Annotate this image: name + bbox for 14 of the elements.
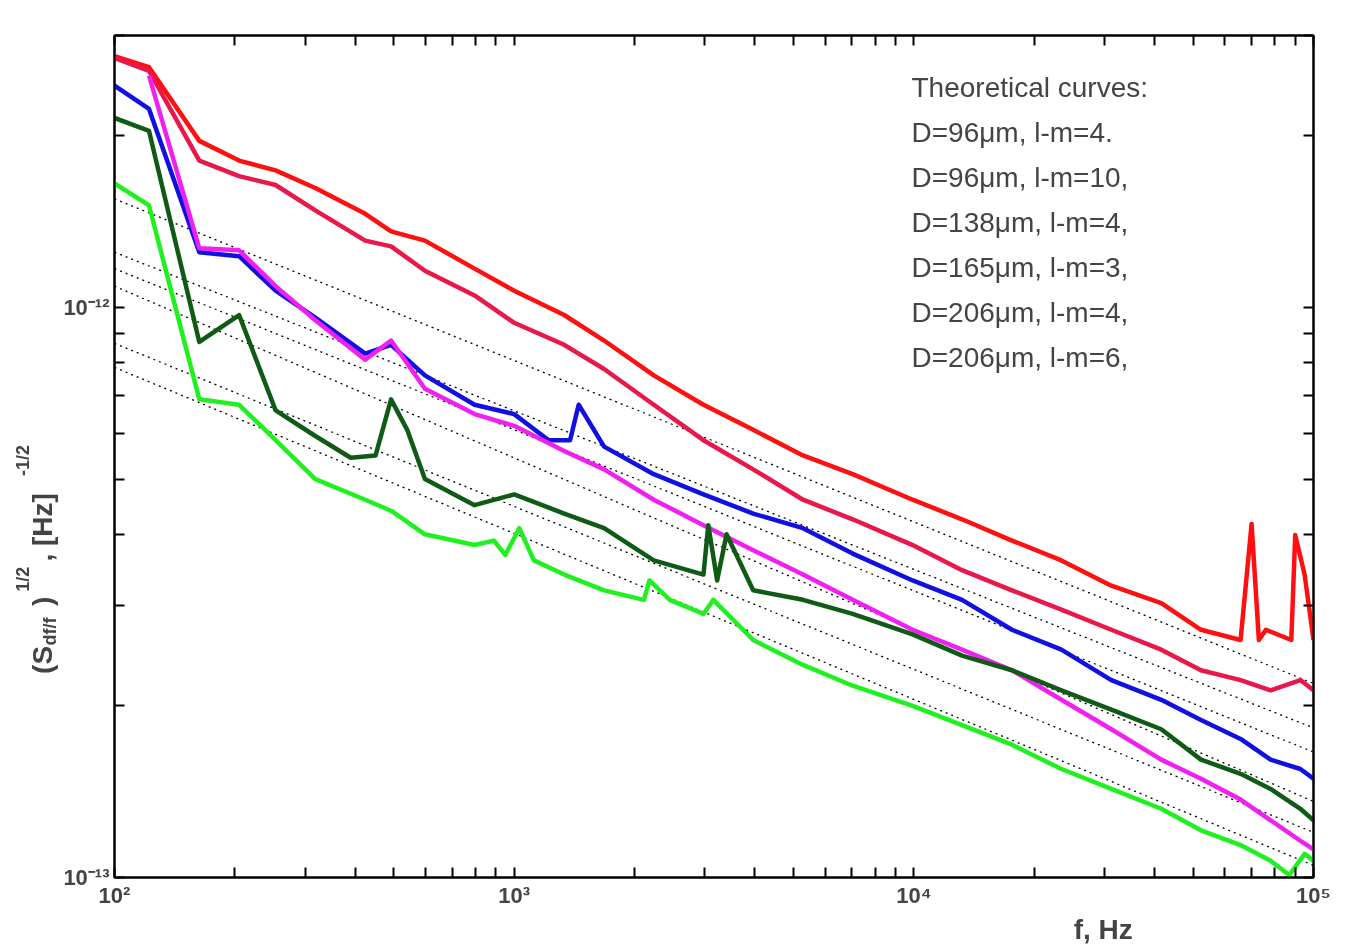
- y-tick-label: 10⁻¹²: [63, 294, 110, 320]
- annotation: Theoretical curves:: [911, 72, 1149, 103]
- annotation: D=206μm, l-m=4,: [911, 297, 1129, 328]
- y-axis-title: (Sdf/f)1/2, [Hz]-1/2: [12, 444, 60, 674]
- annotation: D=96μm, l-m=10,: [911, 162, 1129, 193]
- x-tick-label: 10⁵: [1296, 882, 1331, 908]
- x-axis-title: f, Hz: [1073, 913, 1133, 945]
- annotation: D=138μm, l-m=4,: [911, 207, 1129, 238]
- annotation: D=165μm, l-m=3,: [911, 252, 1129, 283]
- x-tick-label: 10²: [98, 882, 131, 908]
- annotation: D=206μm, l-m=6,: [911, 342, 1129, 373]
- x-tick-label: 10³: [498, 882, 531, 908]
- annotation: D=96μm, l-m=4.: [911, 117, 1113, 148]
- x-tick-label: 10⁴: [896, 882, 932, 908]
